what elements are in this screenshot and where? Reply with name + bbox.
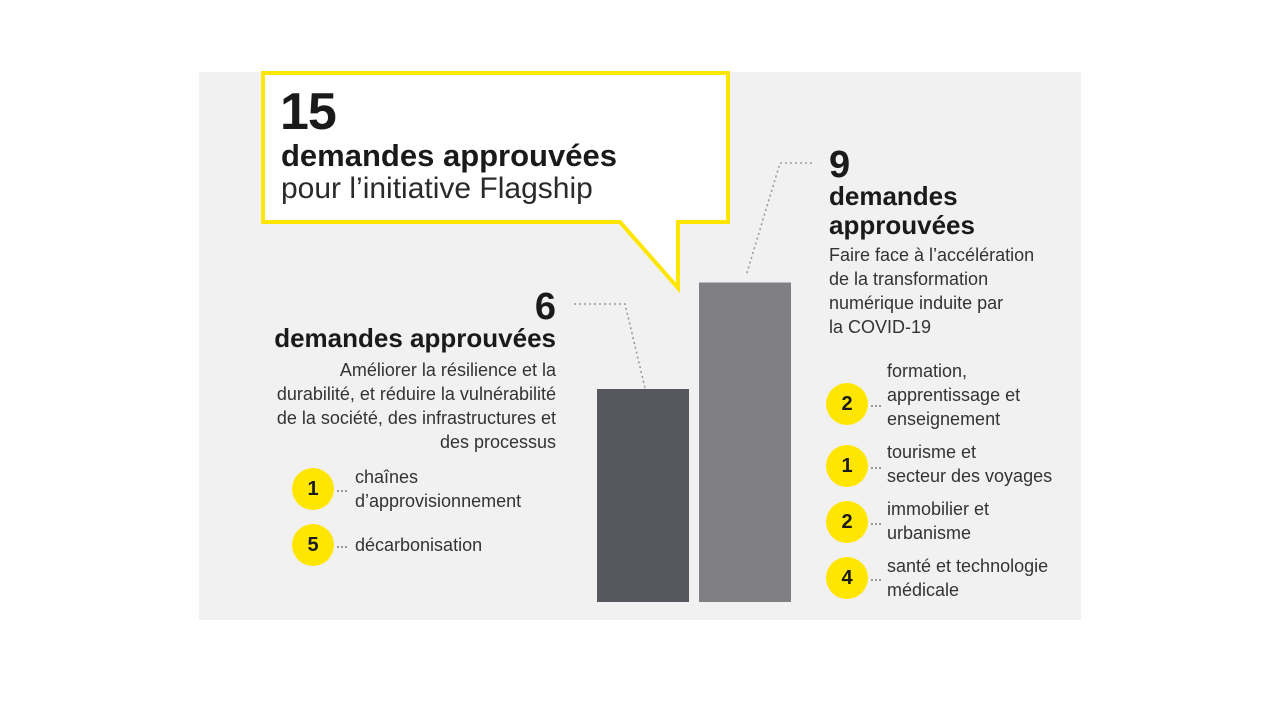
item-label: décarbonisation bbox=[355, 533, 482, 557]
left-description-line: des processus bbox=[439, 432, 556, 452]
item-label: santé et technologie médicale bbox=[887, 554, 1048, 602]
item-label-line: tourisme et bbox=[887, 442, 977, 462]
left-description-line: durabilité, et réduire la vulnérabilité bbox=[276, 384, 556, 404]
item-label-line: enseignement bbox=[887, 409, 1001, 429]
callout-number: 15 bbox=[280, 83, 337, 141]
right-headline: demandes approuvées bbox=[829, 182, 975, 240]
item-label: chaînes d’approvisionnement bbox=[355, 465, 521, 513]
left-number: 6 bbox=[534, 286, 556, 328]
dotted-connector bbox=[871, 579, 881, 581]
dotted-connector bbox=[337, 546, 347, 548]
count-badge: 1 bbox=[292, 468, 334, 510]
count-badge: 5 bbox=[292, 524, 334, 566]
item-label-line: santé et technologie bbox=[887, 556, 1049, 576]
left-description-line: Améliorer la résilience et la bbox=[339, 360, 556, 380]
item-label: formation, apprentissage et enseignement bbox=[887, 359, 1020, 431]
item-label-line: immobilier et bbox=[887, 499, 990, 519]
right-description-line: numérique induite par bbox=[829, 293, 1004, 313]
right-headline-line: approuvées bbox=[829, 210, 975, 240]
left-headline: demandes approuvées bbox=[274, 323, 556, 353]
dotted-connector bbox=[871, 405, 881, 407]
item-label-line: chaînes bbox=[355, 467, 419, 487]
right-headline-line: demandes bbox=[829, 181, 958, 211]
item-label: tourisme et secteur des voyages bbox=[887, 440, 1052, 488]
dotted-connector bbox=[871, 467, 881, 469]
left-description: Améliorer la résilience et la durabilité… bbox=[200, 358, 556, 454]
item-label-line: formation, bbox=[887, 361, 968, 381]
dotted-connector bbox=[871, 523, 881, 525]
count-badge: 4 bbox=[826, 557, 868, 599]
right-description-line: la COVID-19 bbox=[829, 317, 932, 337]
left-description-line: de la société, des infrastructures et bbox=[276, 408, 556, 428]
count-badge: 1 bbox=[826, 445, 868, 487]
right-description: Faire face à l’accélération de la transf… bbox=[829, 243, 1034, 339]
item-label: immobilier et urbanisme bbox=[887, 497, 989, 545]
item-label-line: secteur des voyages bbox=[887, 466, 1053, 486]
callout-subline: pour l’initiative Flagship bbox=[281, 172, 593, 205]
right-number: 9 bbox=[829, 144, 851, 186]
item-label-line: urbanisme bbox=[887, 523, 972, 543]
dotted-connector bbox=[337, 490, 347, 492]
right-description-line: Faire face à l’accélération bbox=[829, 245, 1035, 265]
item-label-line: d’approvisionnement bbox=[355, 491, 522, 511]
count-badge: 2 bbox=[826, 383, 868, 425]
callout-headline: demandes approuvées bbox=[281, 138, 617, 173]
right-description-line: de la transformation bbox=[829, 269, 989, 289]
item-label-line: apprentissage et bbox=[887, 385, 1021, 405]
item-label-line: décarbonisation bbox=[355, 535, 483, 555]
count-badge: 2 bbox=[826, 501, 868, 543]
item-label-line: médicale bbox=[887, 580, 960, 600]
